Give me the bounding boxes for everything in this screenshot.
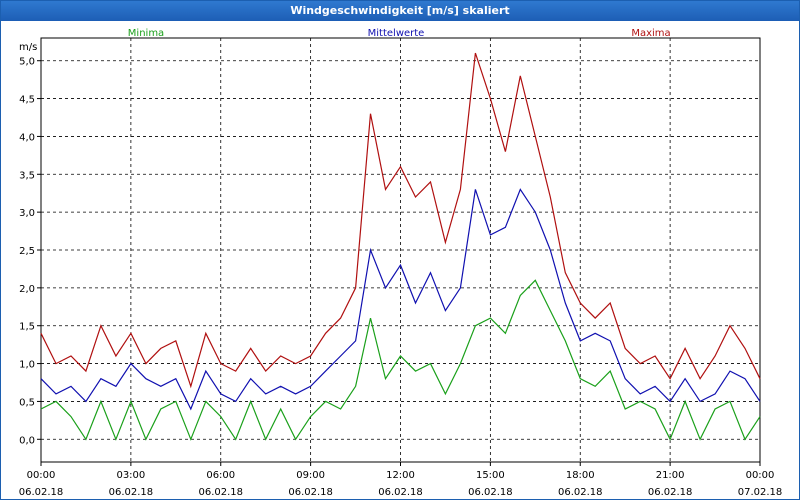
x-tick-date: 06.02.18	[648, 487, 693, 498]
y-tick-label: 5,0	[19, 57, 35, 68]
legend-mittelwerte: Mittelwerte	[368, 28, 425, 39]
x-tick-time: 18:00	[566, 470, 595, 481]
x-tick-date: 06.02.18	[198, 487, 243, 498]
x-tick-date: 06.02.18	[468, 487, 513, 498]
legend-maxima: Maxima	[631, 28, 670, 39]
y-tick-label: 3,5	[19, 170, 35, 181]
y-tick-label: 2,0	[19, 284, 35, 295]
grid	[41, 38, 760, 462]
legend: Minima Mittelwerte Maxima	[128, 28, 671, 39]
x-tick-time: 00:00	[746, 470, 775, 481]
y-tick-label: 2,5	[19, 246, 35, 257]
x-tick-time: 21:00	[656, 470, 685, 481]
y-tick-label: 1,5	[19, 322, 35, 333]
x-tick-date: 07.02.18	[738, 487, 783, 498]
series-line-minima	[40, 279, 761, 441]
x-tick-time: 00:00	[27, 470, 56, 481]
y-tick-label: 1,0	[19, 360, 35, 371]
x-tick-date: 06.02.18	[109, 487, 154, 498]
x-tick-time: 06:00	[206, 470, 235, 481]
x-tick-time: 03:00	[116, 470, 145, 481]
y-axis-ticks: 0,0 0,5 1,0 1,5 2,0 2,5 3,0 3,5 4,0 4,5 5,0	[19, 57, 41, 446]
y-axis-label: m/s	[19, 42, 37, 53]
x-axis-ticks: 00:00 06.02.18 03:00 06.02.18 06:00 06.02.18 0…	[19, 462, 783, 498]
y-tick-label: 4,0	[19, 132, 35, 143]
y-tick-label: 4,5	[19, 95, 35, 106]
legend-minima: Minima	[128, 28, 164, 39]
x-tick-date: 06.02.18	[558, 487, 603, 498]
x-tick-time: 15:00	[476, 470, 505, 481]
x-tick-time: 12:00	[386, 470, 415, 481]
window-title: Windgeschwindigkeit [m/s] skaliert	[1, 1, 799, 21]
y-tick-label: 0,5	[19, 397, 35, 408]
x-tick-date: 06.02.18	[19, 487, 64, 498]
x-tick-date: 06.02.18	[288, 487, 333, 498]
x-tick-date: 06.02.18	[378, 487, 423, 498]
x-tick-time: 09:00	[296, 470, 325, 481]
y-tick-label: 3,0	[19, 208, 35, 219]
y-tick-label: 0,0	[19, 435, 35, 446]
line-chart: 0,00,51,01,52,02,53,03,54,04,55,0 00:000…	[19, 28, 783, 498]
series-line-maxima	[40, 52, 761, 389]
series-lines	[40, 52, 761, 441]
series-line-mittelwerte	[40, 188, 761, 411]
